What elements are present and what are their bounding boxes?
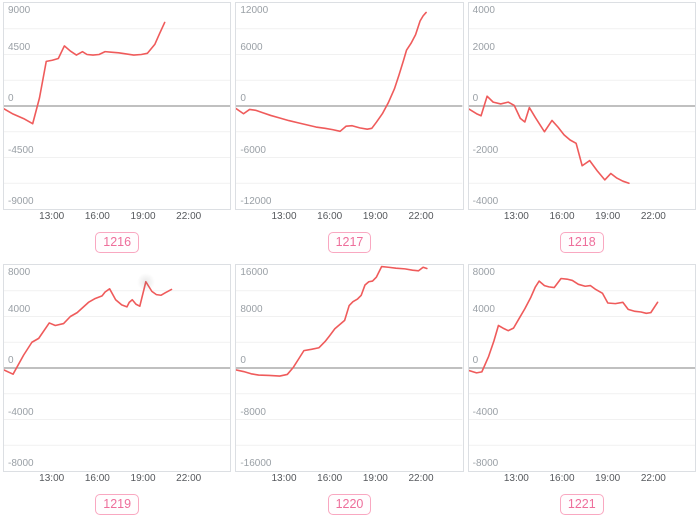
x-tick-label: 22:00 [176,473,202,484]
chart-cell: 8000 4000 0 -4000 -8000 13:00 16:00 19:00 22:00… [3,264,232,524]
x-tick-label: 13:00 [503,211,529,222]
chart-cell: 12000 6000 0 -6000 -12000 13:00 16:00 19:00 22:… [235,2,464,262]
badge-row: 1221 [468,487,696,524]
x-axis-labels: 13:00 16:00 19:00 22:00 [235,473,463,487]
line-chart-svg [469,265,695,471]
x-tick-label: 22:00 [640,211,666,222]
x-tick-label: 19:00 [362,211,388,222]
x-tick-label: 22:00 [176,211,202,222]
line-chart-svg [4,265,230,471]
x-tick-label: 22:00 [640,473,666,484]
chart-cell: 9000 4500 0 -4500 -9000 13:00 16:00 19:00 22:00… [3,2,232,262]
chart-panel-1221[interactable]: 8000 4000 0 -4000 -8000 [467,264,696,472]
chart-id-badge-1217[interactable]: 1217 [327,232,372,253]
badge-row: 1218 [468,225,696,262]
series-line [236,267,427,376]
line-chart-svg [469,3,695,209]
badge-row: 1219 [3,487,231,524]
series-line [236,12,426,131]
badge-row: 1216 [3,225,231,262]
x-tick-label: 16:00 [549,211,575,222]
x-tick-label: 16:00 [317,473,343,484]
x-tick-label: 16:00 [84,473,110,484]
x-tick-label: 13:00 [503,473,529,484]
chart-cell: 16000 8000 0 -8000 -16000 13:00 16:00 19:00 22:… [235,264,464,524]
badge-row: 1217 [235,225,463,262]
x-tick-label: 22:00 [408,211,434,222]
x-axis-labels: 13:00 16:00 19:00 22:00 [235,211,463,225]
series-line [4,282,171,374]
x-tick-label: 16:00 [549,473,575,484]
line-chart-svg [236,265,462,471]
chart-panel-1219[interactable]: 8000 4000 0 -4000 -8000 [3,264,232,472]
badge-row: 1220 [235,487,463,524]
x-tick-label: 13:00 [271,473,297,484]
chart-panel-1218[interactable]: 4000 2000 0 -2000 -4000 [467,2,696,210]
x-axis-labels: 13:00 16:00 19:00 22:00 [468,211,696,225]
x-tick-label: 13:00 [39,473,65,484]
chart-panel-1217[interactable]: 12000 6000 0 -6000 -12000 [235,2,464,210]
x-axis-labels: 13:00 16:00 19:00 22:00 [3,473,231,487]
series-line [469,96,629,183]
chart-panel-1220[interactable]: 16000 8000 0 -8000 -16000 [235,264,464,472]
x-tick-label: 16:00 [84,211,110,222]
series-line [469,279,658,373]
x-axis-labels: 13:00 16:00 19:00 22:00 [3,211,231,225]
x-tick-label: 19:00 [595,211,621,222]
x-tick-label: 22:00 [408,473,434,484]
line-chart-svg [4,3,230,209]
chart-cell: 4000 2000 0 -2000 -4000 13:00 16:00 19:00 22:00… [467,2,696,262]
x-tick-label: 19:00 [130,473,156,484]
x-tick-label: 19:00 [595,473,621,484]
x-tick-label: 19:00 [130,211,156,222]
x-tick-label: 13:00 [271,211,297,222]
chart-panel-1216[interactable]: 9000 4500 0 -4500 -9000 [3,2,232,210]
chart-id-badge-1216[interactable]: 1216 [95,232,140,253]
x-tick-label: 13:00 [39,211,65,222]
chart-id-badge-1218[interactable]: 1218 [559,232,604,253]
x-tick-label: 19:00 [362,473,388,484]
x-tick-label: 16:00 [317,211,343,222]
x-axis-labels: 13:00 16:00 19:00 22:00 [468,473,696,487]
series-line [4,22,165,123]
chart-cell: 8000 4000 0 -4000 -8000 13:00 16:00 19:00 22:00… [467,264,696,524]
line-chart-svg [236,3,462,209]
